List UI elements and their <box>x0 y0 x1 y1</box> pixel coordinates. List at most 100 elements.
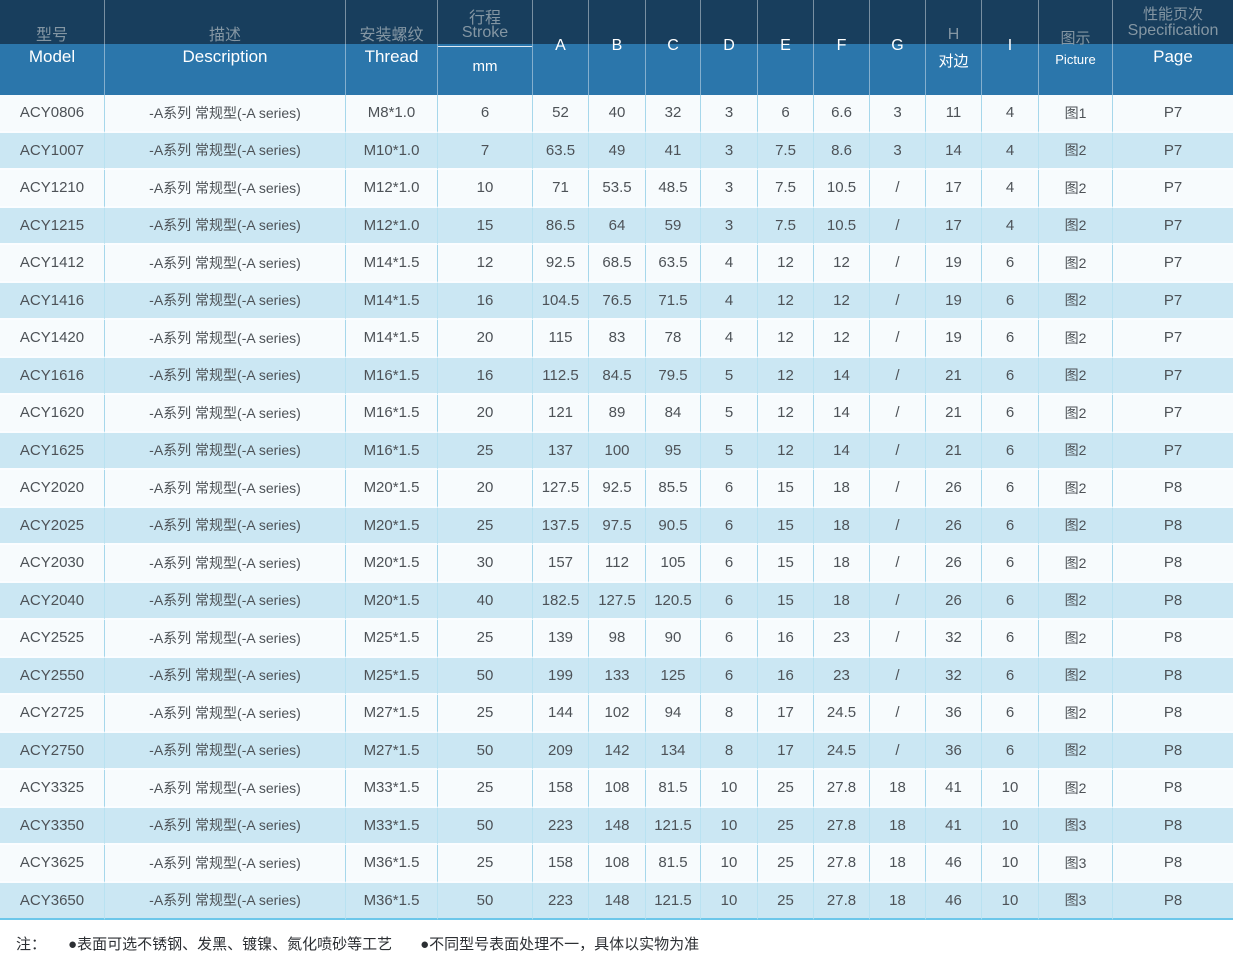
header-thread-zh: 安装螺纹 <box>359 27 424 44</box>
cell-dim-e: 25 <box>758 882 814 920</box>
header-dim-i: I <box>982 0 1039 95</box>
cell-dim-a: 157 <box>533 545 589 583</box>
cell-dim-e: 12 <box>758 432 814 470</box>
header-dim-d: D <box>701 0 758 95</box>
cell-picture: 图2 <box>1039 695 1113 733</box>
cell-thread: M14*1.5 <box>346 320 438 358</box>
cell-dim-e: 15 <box>758 582 814 620</box>
cell-dim-h: 41 <box>926 807 982 845</box>
cell-model: ACY2750 <box>0 732 105 770</box>
cell-dim-h: 26 <box>926 470 982 508</box>
cell-dim-h: 17 <box>926 207 982 245</box>
cell-dim-g: / <box>870 395 926 433</box>
header-dim-d-label: D <box>723 37 735 54</box>
cell-dim-d: 6 <box>701 507 758 545</box>
cell-dim-d: 6 <box>701 545 758 583</box>
cell-picture: 图2 <box>1039 545 1113 583</box>
cell-dim-f: 18 <box>814 470 870 508</box>
cell-dim-b: 127.5 <box>589 582 646 620</box>
cell-picture: 图3 <box>1039 807 1113 845</box>
cell-dim-d: 6 <box>701 470 758 508</box>
cell-page: P7 <box>1113 320 1233 358</box>
cell-dim-b: 84.5 <box>589 357 646 395</box>
cell-dim-f: 14 <box>814 432 870 470</box>
cell-model: ACY1412 <box>0 245 105 283</box>
header-model-en: Model <box>28 47 76 66</box>
cell-dim-e: 15 <box>758 545 814 583</box>
cell-description: -A系列 常规型(-A series) <box>105 582 346 620</box>
cell-thread: M33*1.5 <box>346 807 438 845</box>
header-dim-c: C <box>646 0 701 95</box>
cell-page: P8 <box>1113 470 1233 508</box>
cell-dim-i: 6 <box>982 732 1039 770</box>
cell-thread: M20*1.5 <box>346 582 438 620</box>
cell-dim-e: 17 <box>758 695 814 733</box>
cell-thread: M14*1.5 <box>346 282 438 320</box>
cell-dim-a: 63.5 <box>533 132 589 170</box>
table-row: ACY1007 -A系列 常规型(-A series) M10*1.0 7 63.5 49… <box>0 132 1233 170</box>
cell-dim-i: 6 <box>982 320 1039 358</box>
header-dim-f-label: F <box>836 37 847 54</box>
table-row: ACY1210 -A系列 常规型(-A series) M12*1.0 10 71 53.… <box>0 170 1233 208</box>
cell-dim-g: / <box>870 207 926 245</box>
cell-stroke: 25 <box>438 845 533 883</box>
cell-dim-i: 4 <box>982 207 1039 245</box>
cell-dim-i: 6 <box>982 432 1039 470</box>
cell-dim-e: 7.5 <box>758 132 814 170</box>
cell-model: ACY1215 <box>0 207 105 245</box>
cell-dim-g: 3 <box>870 132 926 170</box>
cell-model: ACY1620 <box>0 395 105 433</box>
cell-dim-g: / <box>870 545 926 583</box>
cell-dim-h: 19 <box>926 245 982 283</box>
cell-dim-a: 223 <box>533 882 589 920</box>
footnote-item-1: ●表面可选不锈钢、发黑、镀镍、氮化喷砂等工艺 <box>68 936 393 953</box>
cell-dim-f: 12 <box>814 282 870 320</box>
cell-dim-i: 6 <box>982 582 1039 620</box>
cell-dim-h: 11 <box>926 95 982 133</box>
cell-dim-e: 12 <box>758 245 814 283</box>
table-row: ACY1412 -A系列 常规型(-A series) M14*1.5 12 92.5 6… <box>0 245 1233 283</box>
cell-dim-b: 97.5 <box>589 507 646 545</box>
cell-thread: M36*1.5 <box>346 882 438 920</box>
cell-thread: M16*1.5 <box>346 432 438 470</box>
cell-dim-f: 8.6 <box>814 132 870 170</box>
table-row: ACY2040 -A系列 常规型(-A series) M20*1.5 40 182.5… <box>0 582 1233 620</box>
cell-dim-a: 158 <box>533 845 589 883</box>
cell-dim-h: 46 <box>926 845 982 883</box>
cell-dim-h: 46 <box>926 882 982 920</box>
cell-dim-f: 23 <box>814 620 870 658</box>
header-description-en: Description <box>182 47 268 66</box>
cell-thread: M27*1.5 <box>346 695 438 733</box>
cell-picture: 图2 <box>1039 320 1113 358</box>
cell-dim-c: 95 <box>646 432 701 470</box>
cell-stroke: 20 <box>438 470 533 508</box>
cell-description: -A系列 常规型(-A series) <box>105 95 346 133</box>
cell-model: ACY3350 <box>0 807 105 845</box>
cell-page: P8 <box>1113 545 1233 583</box>
header-dim-b: B <box>589 0 646 95</box>
cell-dim-d: 3 <box>701 207 758 245</box>
cell-description: -A系列 常规型(-A series) <box>105 357 346 395</box>
cell-dim-e: 16 <box>758 657 814 695</box>
cell-dim-a: 52 <box>533 95 589 133</box>
cell-stroke: 50 <box>438 732 533 770</box>
cell-dim-i: 6 <box>982 507 1039 545</box>
cell-dim-c: 85.5 <box>646 470 701 508</box>
cell-model: ACY3625 <box>0 845 105 883</box>
header-dim-b-label: B <box>611 37 623 54</box>
cell-dim-b: 148 <box>589 882 646 920</box>
cell-dim-b: 108 <box>589 770 646 808</box>
cell-picture: 图2 <box>1039 207 1113 245</box>
cell-picture: 图2 <box>1039 732 1113 770</box>
cell-picture: 图2 <box>1039 395 1113 433</box>
cell-description: -A系列 常规型(-A series) <box>105 620 346 658</box>
cell-description: -A系列 常规型(-A series) <box>105 545 346 583</box>
cell-dim-c: 78 <box>646 320 701 358</box>
cell-dim-g: / <box>870 732 926 770</box>
cell-dim-c: 90 <box>646 620 701 658</box>
cell-dim-a: 199 <box>533 657 589 695</box>
cell-description: -A系列 常规型(-A series) <box>105 432 346 470</box>
cell-dim-e: 15 <box>758 507 814 545</box>
header-dim-a: A <box>533 0 589 95</box>
cell-description: -A系列 常规型(-A series) <box>105 657 346 695</box>
